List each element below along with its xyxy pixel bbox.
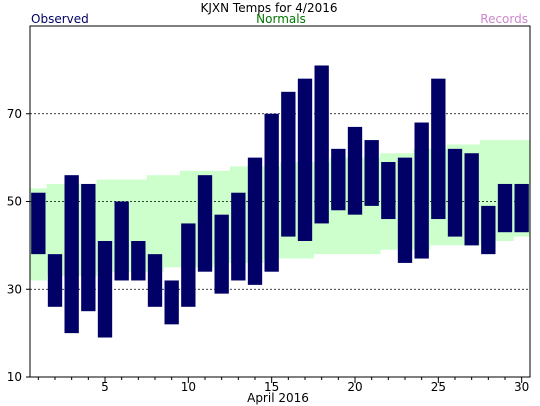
observed-bar-day-6 bbox=[114, 201, 129, 281]
observed-bar-day-7 bbox=[131, 240, 146, 281]
y-tick-label-10: 10 bbox=[7, 370, 22, 384]
observed-bar-day-3 bbox=[64, 175, 79, 334]
observed-bar-day-13 bbox=[231, 192, 246, 281]
x-tick-label-15: 15 bbox=[264, 380, 279, 394]
observed-bar-day-9 bbox=[164, 280, 179, 325]
observed-bar-day-27 bbox=[464, 153, 479, 246]
observed-bar-day-20 bbox=[347, 126, 363, 215]
y-tick-label-30: 30 bbox=[7, 282, 22, 296]
x-axis-label: April 2016 bbox=[247, 391, 309, 405]
observed-bars bbox=[31, 65, 529, 338]
observed-bar-day-17 bbox=[297, 78, 313, 241]
x-tick-label-20: 20 bbox=[347, 380, 362, 394]
x-tick-label-25: 25 bbox=[431, 380, 446, 394]
observed-bar-day-24 bbox=[414, 122, 429, 259]
observed-bar-day-23 bbox=[397, 157, 413, 263]
x-tick-label-30: 30 bbox=[514, 380, 529, 394]
observed-bar-day-2 bbox=[47, 254, 63, 307]
observed-bar-day-8 bbox=[147, 254, 163, 307]
observed-bar-day-10 bbox=[181, 223, 196, 307]
observed-bar-day-30 bbox=[514, 183, 529, 233]
x-axis: 5 10 15 20 25 30 bbox=[37, 377, 529, 394]
y-axis: 10 30 50 70 bbox=[7, 107, 30, 384]
observed-bar-day-18 bbox=[314, 65, 329, 224]
observed-bar-day-5 bbox=[97, 240, 113, 338]
normals-band-day-2 bbox=[46, 183, 64, 277]
observed-bar-day-11 bbox=[197, 175, 213, 272]
observed-bar-day-12 bbox=[214, 214, 229, 294]
x-tick-label-5: 5 bbox=[101, 380, 109, 394]
normals-band-day-8 bbox=[146, 175, 164, 272]
observed-bar-day-14 bbox=[247, 157, 263, 285]
observed-bar-day-4 bbox=[81, 183, 96, 312]
observed-bar-day-28 bbox=[481, 205, 496, 255]
x-tick-label-10: 10 bbox=[181, 380, 196, 394]
observed-bar-day-26 bbox=[447, 148, 463, 237]
legend-records: Records bbox=[480, 12, 528, 26]
observed-bar-day-1 bbox=[31, 192, 46, 255]
observed-bar-day-29 bbox=[497, 183, 513, 233]
normals-band-day-9 bbox=[163, 175, 181, 268]
observed-bar-day-22 bbox=[381, 162, 396, 220]
legend-normals: Normals bbox=[256, 12, 306, 26]
observed-bar-day-16 bbox=[281, 91, 296, 237]
y-tick-label-70: 70 bbox=[7, 107, 22, 121]
observed-bar-day-19 bbox=[331, 148, 346, 211]
chart-title: KJXN Temps for 4/2016 bbox=[201, 1, 338, 15]
observed-bar-day-25 bbox=[431, 78, 446, 220]
observed-bar-day-21 bbox=[364, 140, 379, 206]
y-tick-label-50: 50 bbox=[7, 195, 22, 209]
legend-observed: Observed bbox=[31, 12, 89, 26]
observed-bar-day-15 bbox=[264, 113, 279, 272]
grid-lines bbox=[30, 113, 530, 290]
